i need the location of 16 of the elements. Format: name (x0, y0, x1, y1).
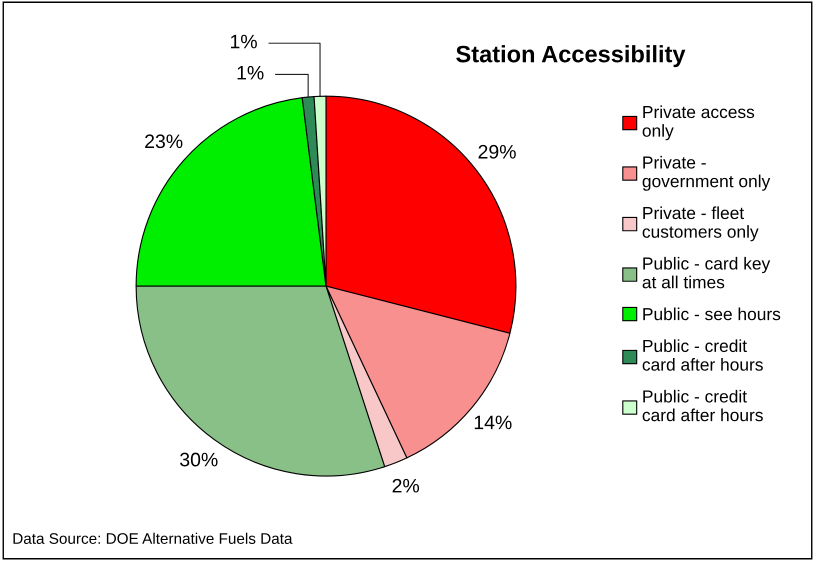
legend-label: Public - card key at all times (642, 256, 770, 288)
legend-label: Public - see hours (643, 308, 780, 320)
source-note: Data Source: DOE Alternative Fuels Data (13, 532, 292, 544)
legend-label: Private - government only (642, 156, 770, 191)
data-label: 29% (478, 144, 516, 159)
data-label: 2% (392, 478, 420, 493)
legend-label: Public - credit card after hours (642, 390, 763, 422)
chart-title: Station Accessibility (456, 45, 686, 68)
data-label: 30% (180, 452, 218, 466)
legend-label: Private access only (642, 105, 754, 140)
data-label: 1% (230, 34, 257, 48)
data-label: 14% (474, 416, 512, 430)
legend-label: Private - fleet customers only (642, 206, 759, 242)
data-label: 1% (238, 66, 264, 80)
legend-label: Public - credit card after hours (642, 339, 763, 371)
data-label: 23% (145, 134, 182, 148)
